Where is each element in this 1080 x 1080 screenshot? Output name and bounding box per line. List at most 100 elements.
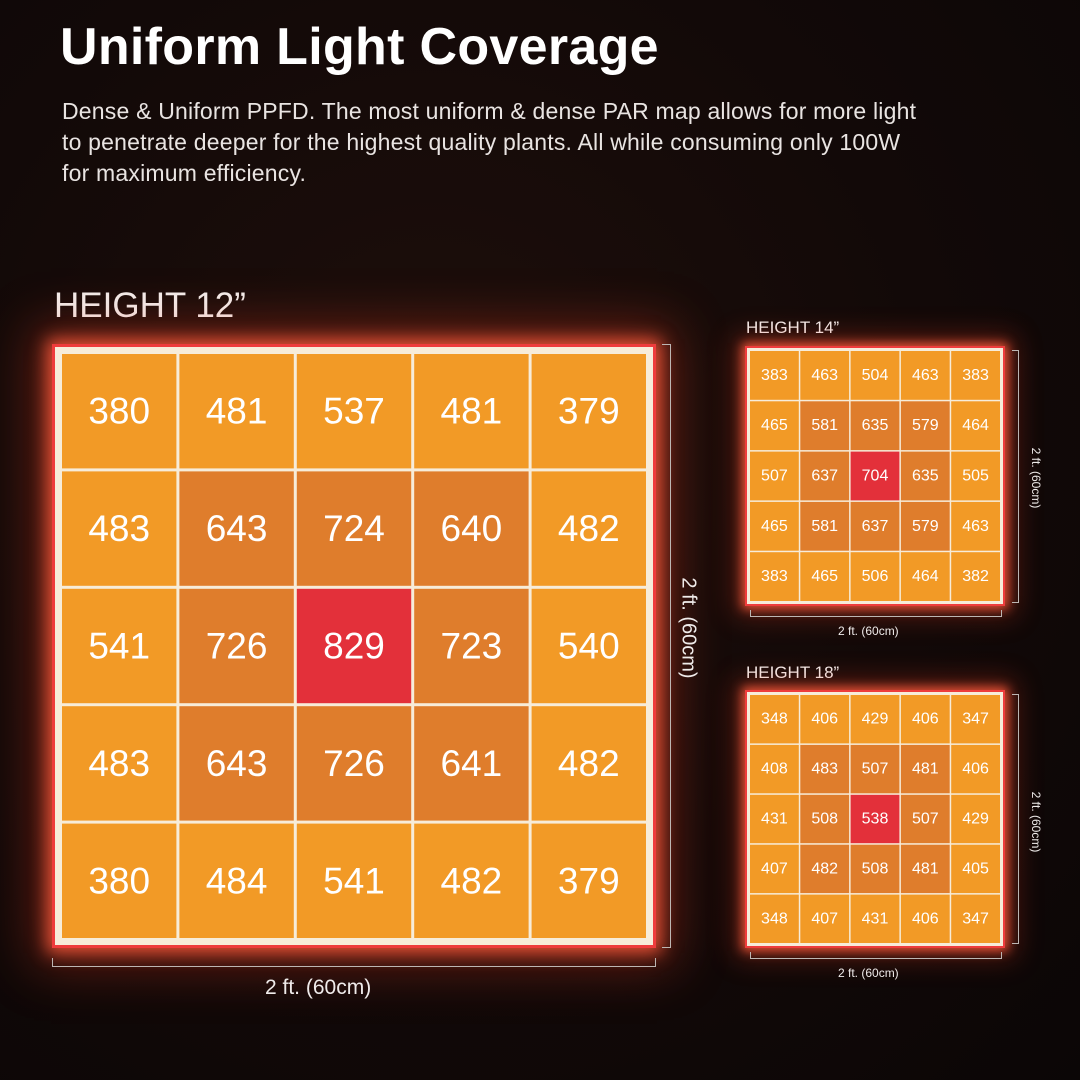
heatmap-cell: [296, 588, 412, 704]
heatmap-cell-value: 408: [761, 761, 788, 778]
heatmap-frame: 380 481 537 481 379 483 643 724 640 482 541 726 829 7…: [52, 344, 656, 948]
heatmap-cell-value: 538: [862, 811, 889, 828]
width-dimension-label: 2 ft. (60cm): [265, 976, 372, 999]
heatmap-cell-value: 481: [912, 761, 939, 778]
heatmap-cell-value: 483: [88, 743, 150, 784]
heatmap-cell-value: 482: [558, 743, 620, 784]
heatmap-cell-value: 383: [962, 367, 989, 384]
heatmap-cell-value: 348: [761, 711, 788, 728]
heatmap-cell: [900, 451, 950, 501]
heatmap-cell: [414, 471, 529, 586]
heatmap-frame: 348 406 429 406 347 408 483 507 481 406 431 508 538 5…: [745, 690, 1005, 948]
heatmap-cell: [900, 744, 950, 794]
heatmap-cell: [900, 794, 950, 844]
heatmap-cell-value: 507: [761, 468, 788, 485]
heatmap-cell-value: 464: [912, 568, 939, 585]
heatmap-cell: [850, 351, 900, 400]
heatmap-cell-value: 482: [811, 860, 838, 877]
heatmap-cell: [900, 894, 950, 943]
heatmap-cell-value: 407: [761, 860, 788, 877]
heatmap-cell-value: 724: [323, 508, 385, 549]
heatmap-cell: [850, 794, 900, 844]
heatmap-cell: [531, 823, 646, 938]
heatmap-cell: [414, 823, 529, 938]
heatmap-cell: [531, 354, 646, 469]
heatmap-cell: [296, 706, 412, 821]
heatmap-cell-value: 541: [88, 626, 150, 667]
heatmap-cell: [750, 894, 799, 943]
heatmap-cell-value: 483: [811, 761, 838, 778]
heatmap-cell-value: 406: [912, 711, 939, 728]
heatmap-cell: [800, 451, 850, 501]
heatmap-cell: [951, 501, 1000, 551]
heatmap-cell-value: 829: [323, 626, 385, 667]
width-dimension-label: 2 ft. (60cm): [838, 624, 899, 638]
heatmap-cell-value: 407: [811, 910, 838, 927]
heatmap-cell-value: 504: [862, 367, 889, 384]
heatmap-cell-value: 643: [206, 508, 268, 549]
heatmap-cell-value: 463: [811, 367, 838, 384]
heatmap-cell-value: 481: [206, 391, 268, 432]
heatmap-cell: [750, 501, 799, 551]
height-dimension-label: 2 ft. (60cm): [677, 577, 700, 679]
heatmap-cell-value: 505: [962, 468, 989, 485]
heatmap-cell: [900, 844, 950, 894]
heatmap-cell: [296, 823, 412, 938]
heatmap-cell-value: 405: [962, 860, 989, 877]
heatmap-cell: [850, 501, 900, 551]
heatmap-cell: [800, 844, 850, 894]
heatmap-cell-value: 406: [962, 761, 989, 778]
heatmap-cell-value: 379: [558, 391, 620, 432]
heatmap-cell: [951, 744, 1000, 794]
heatmap-cell-value: 465: [761, 518, 788, 535]
heatmap-cell: [62, 471, 177, 586]
heatmap-cell: [750, 451, 799, 501]
heatmap-cell: [850, 552, 900, 601]
heatmap-cell: [62, 588, 177, 704]
heatmap-cell-value: 726: [206, 626, 268, 667]
heatmap-cell: [414, 588, 529, 704]
heatmap-cell: [800, 552, 850, 601]
heatmap-cell: [179, 588, 294, 704]
heatmap-grid: 383 463 504 463 383 465 581 635 579 464 507 637 704 6…: [747, 348, 1003, 604]
heatmap-cell-value: 464: [962, 417, 989, 434]
heatmap-cell-value: 348: [761, 910, 788, 927]
height-dimension-bracket: [1012, 694, 1019, 944]
heatmap-cell: [750, 794, 799, 844]
heatmap-cell-value: 383: [761, 367, 788, 384]
heatmap-cell-value: 704: [862, 468, 889, 485]
heatmap-cell-value: 380: [88, 391, 150, 432]
heatmap-cell-value: 540: [558, 626, 620, 667]
heatmap-frame: 383 463 504 463 383 465 581 635 579 464 507 637 704 6…: [745, 346, 1005, 606]
heatmap-cell-value: 723: [441, 626, 503, 667]
height-dimension-bracket: [1012, 350, 1019, 603]
heatmap-cell-value: 463: [962, 518, 989, 535]
heatmap-cell-value: 637: [862, 518, 889, 535]
heatmap-cell-value: 541: [323, 860, 385, 901]
heatmap-cell-value: 431: [761, 811, 788, 828]
heatmap-cell-value: 382: [962, 568, 989, 585]
heatmap-cell-value: 482: [441, 860, 503, 901]
heatmap-cell: [800, 794, 850, 844]
heatmap-cell: [850, 695, 900, 744]
heatmap-cell-value: 406: [811, 711, 838, 728]
heatmap-cell: [750, 401, 799, 451]
heatmap-grid: 348 406 429 406 347 408 483 507 481 406 431 508 538 5…: [747, 692, 1003, 946]
heatmap-cell: [951, 894, 1000, 943]
heatmap-grid: 380 481 537 481 379 483 643 724 640 482 541 726 829 7…: [55, 347, 653, 945]
heatmap-cell: [951, 351, 1000, 400]
heatmap-cell-value: 635: [862, 417, 889, 434]
heatmap-cell-value: 537: [323, 391, 385, 432]
heatmap-cell: [800, 695, 850, 744]
heatmap-cell-value: 579: [912, 518, 939, 535]
heatmap-cell: [750, 695, 799, 744]
height-dimension-label: 2 ft. (60cm): [1029, 791, 1043, 853]
heatmap-cell: [951, 695, 1000, 744]
width-dimension-label: 2 ft. (60cm): [838, 966, 899, 980]
width-dimension-bracket: [52, 958, 656, 967]
heatmap-cell-value: 482: [558, 508, 620, 549]
heatmap-cell-value: 463: [912, 367, 939, 384]
heatmap-cell-value: 507: [912, 811, 939, 828]
heatmap-cell-value: 380: [88, 860, 150, 901]
heatmap-cell: [800, 744, 850, 794]
